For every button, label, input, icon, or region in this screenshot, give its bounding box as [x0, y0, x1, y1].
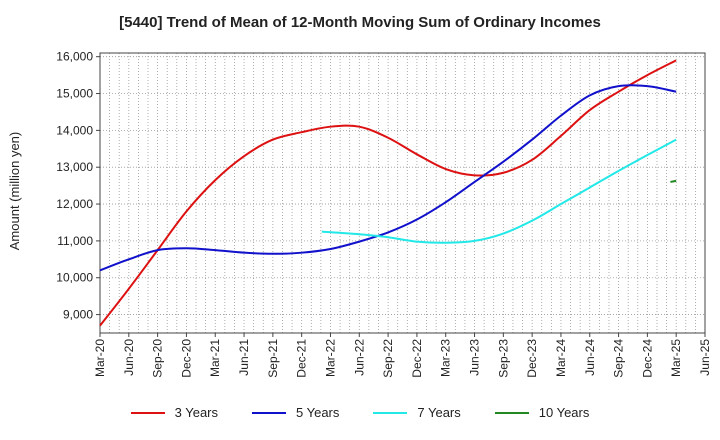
x-tick-label: Sep-20 [151, 339, 165, 378]
legend-label-10-years: 10 Years [538, 405, 590, 420]
legend-swatch-5-years [252, 411, 286, 414]
x-tick-label: Jun-20 [122, 339, 136, 376]
legend-swatch-10-years [494, 411, 529, 414]
x-tick-label: Sep-21 [266, 339, 280, 378]
legend-label-7-years: 7 Years [417, 405, 461, 420]
y-tick-label: 10,000 [56, 271, 93, 285]
y-axis: 9,000 10,000 11,000 12,000 13,000 14,000 15,00… [56, 50, 100, 322]
legend-item-3-years: 3 Years [130, 405, 218, 420]
legend-item-7-years: 7 Years [373, 405, 461, 420]
legend-label-3-years: 3 Years [174, 405, 218, 420]
x-tick-label: Sep-23 [496, 339, 510, 378]
y-tick-label: 12,000 [56, 197, 93, 211]
x-tick-label: Sep-22 [381, 339, 395, 378]
series-line-3-years [99, 59, 677, 327]
y-tick-label: 11,000 [57, 234, 93, 248]
y-tick-label: 9,000 [63, 308, 93, 322]
x-tick-label: Dec-20 [179, 339, 193, 378]
series-line-10-years [670, 179, 677, 183]
grid [99, 53, 705, 333]
x-tick-label: Mar-23 [439, 339, 453, 377]
x-tick-label: Sep-24 [612, 339, 626, 378]
y-axis-label: Amount (million yen) [7, 132, 22, 251]
y-tick-label: 16,000 [56, 50, 93, 64]
x-tick-label: Mar-21 [208, 339, 222, 377]
legend-swatch-3-years [130, 411, 165, 414]
legend-label-5-years: 5 Years [296, 405, 340, 420]
series-line-5-years [99, 84, 677, 272]
x-tick-label: Jun-21 [237, 339, 251, 376]
legend-item-10-years: 10 Years [494, 405, 590, 420]
legend-swatch-7-years [373, 411, 408, 414]
x-tick-label: Mar-20 [93, 339, 107, 377]
x-tick-label: Dec-23 [525, 339, 539, 378]
series-lines [99, 59, 677, 327]
y-tick-label: 15,000 [56, 87, 93, 101]
y-tick-label: 13,000 [56, 160, 93, 174]
x-tick-label: Jun-24 [583, 339, 597, 376]
legend-item-5-years: 5 Years [252, 405, 339, 420]
y-tick-label: 14,000 [56, 123, 93, 137]
series-line-7-years [321, 138, 677, 244]
x-tick-label: Jun-23 [468, 339, 482, 376]
plot-frame [99, 52, 706, 334]
x-tick-label: Jun-22 [352, 339, 366, 376]
x-tick-label: Jun-25 [698, 339, 712, 376]
x-tick-label: Dec-21 [295, 339, 309, 378]
x-tick-label: Mar-22 [323, 339, 337, 377]
legend: 3 Years 5 Years 7 Years 10 Years [0, 405, 720, 420]
x-tick-label: Dec-22 [410, 339, 424, 378]
x-tick-label: Mar-25 [669, 339, 683, 377]
chart-title: [5440] Trend of Mean of 12-Month Moving … [119, 14, 601, 31]
x-axis: Mar-20 Jun-20 Sep-20 Dec-20 Mar-21 Jun-21 Sep-… [93, 333, 712, 378]
x-tick-label: Dec-24 [640, 339, 654, 378]
x-tick-label: Mar-24 [554, 339, 568, 377]
